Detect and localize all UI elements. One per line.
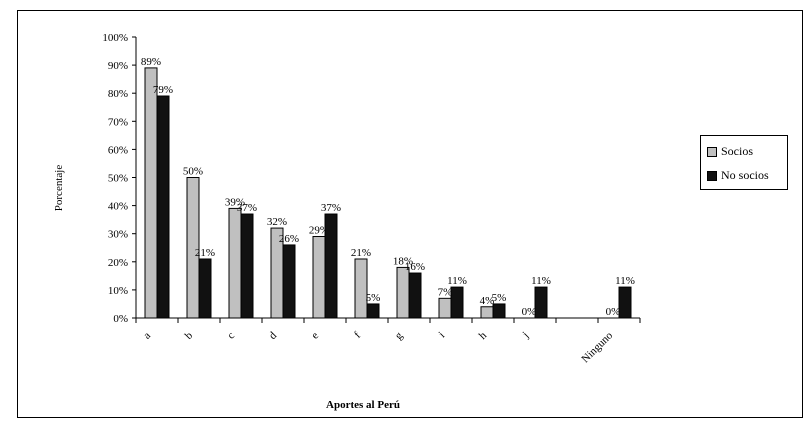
legend-label-socios: Socios: [721, 144, 754, 158]
data-label: 79%: [153, 84, 173, 96]
data-label: 26%: [279, 233, 299, 245]
x-tick-label: i: [436, 330, 447, 341]
data-label: 11%: [447, 275, 467, 287]
data-label: 4%: [480, 295, 495, 307]
y-tick-label: 60%: [108, 144, 128, 156]
bar-socios: [186, 177, 200, 319]
data-label: 21%: [351, 247, 371, 259]
y-tick-label: 40%: [108, 201, 128, 213]
data-label: 0%: [606, 306, 621, 318]
legend-label-no-socios: No socios: [721, 168, 769, 182]
data-label: 32%: [267, 216, 287, 228]
bar-no-socios: [156, 95, 170, 319]
bar-socios: [312, 236, 326, 319]
y-tick-label: 100%: [102, 32, 128, 44]
data-label: 21%: [195, 247, 215, 259]
legend-item-socios: Socios: [707, 144, 753, 159]
data-label: 16%: [405, 261, 425, 273]
x-tick-label: j: [520, 330, 531, 341]
bar-no-socios: [282, 244, 296, 319]
legend: Socios No socios: [700, 135, 788, 190]
data-label: 7%: [438, 286, 453, 298]
data-label: 5%: [366, 292, 381, 304]
bar-no-socios: [492, 303, 506, 319]
x-tick-label: h: [477, 329, 490, 342]
bar-no-socios: [408, 272, 422, 319]
data-label: 11%: [615, 275, 635, 287]
data-label: 37%: [321, 202, 341, 214]
y-tick-label: 90%: [108, 60, 128, 72]
data-label: 29%: [309, 225, 329, 237]
bar-no-socios: [618, 286, 632, 319]
bar-socios: [144, 67, 158, 319]
bar-socios: [480, 306, 494, 319]
x-axis-title: Aportes al Perú: [326, 399, 400, 411]
bar-no-socios: [324, 213, 338, 319]
data-label: 18%: [393, 255, 413, 267]
y-tick-label: 20%: [108, 257, 128, 269]
data-label: 50%: [183, 166, 203, 178]
bar-socios: [438, 297, 452, 319]
y-tick-label: 50%: [108, 173, 128, 185]
bar-no-socios: [450, 286, 464, 319]
y-tick-label: 30%: [108, 229, 128, 241]
bar-socios: [354, 258, 368, 319]
x-tick-label: Ninguno: [579, 329, 615, 365]
legend-item-no-socios: No socios: [707, 168, 769, 183]
y-axis-title: Porcentaje: [53, 165, 65, 212]
data-label: 0%: [522, 306, 537, 318]
bar-no-socios: [240, 213, 254, 319]
y-tick-label: 80%: [108, 88, 128, 100]
x-tick-label: d: [267, 329, 280, 342]
x-tick-label: f: [352, 329, 363, 340]
x-tick-label: g: [393, 329, 406, 342]
legend-swatch-socios: [707, 146, 717, 157]
y-tick-label: 10%: [108, 285, 128, 297]
data-label: 39%: [225, 196, 245, 208]
data-label: 37%: [237, 202, 257, 214]
bar-socios: [396, 266, 410, 319]
x-tick-label: c: [225, 330, 237, 342]
data-label: 5%: [492, 292, 507, 304]
bar-socios: [228, 207, 242, 319]
legend-swatch-no-socios: [707, 170, 717, 181]
bar-no-socios: [366, 303, 380, 319]
x-tick-label: a: [141, 330, 153, 342]
data-label: 89%: [141, 56, 161, 68]
data-label: 11%: [531, 275, 551, 287]
x-tick-label: b: [183, 329, 196, 342]
bar-no-socios: [534, 286, 548, 319]
x-tick-label: e: [309, 330, 321, 342]
y-tick-label: 70%: [108, 116, 128, 128]
bar-no-socios: [198, 258, 212, 319]
y-tick-label: 0%: [113, 313, 128, 325]
